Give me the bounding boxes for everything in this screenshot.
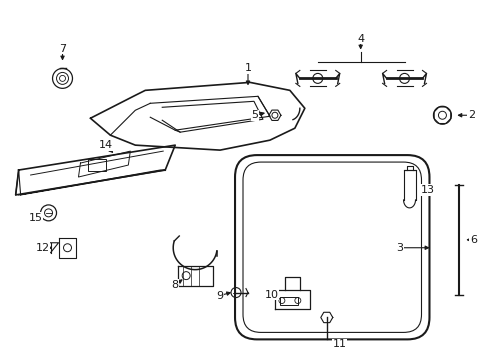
Text: 13: 13 [420, 185, 434, 195]
Text: 2: 2 [467, 110, 474, 120]
Text: 10: 10 [264, 289, 278, 300]
Text: 14: 14 [98, 140, 112, 150]
Text: 15: 15 [28, 213, 42, 223]
Text: 3: 3 [395, 243, 402, 253]
Text: 1: 1 [244, 63, 251, 73]
Text: 6: 6 [469, 235, 476, 245]
Text: 12: 12 [36, 243, 50, 253]
Bar [88, 159, 106, 171]
Text: 8: 8 [171, 280, 179, 289]
Text: 11: 11 [332, 339, 346, 349]
Bar [279, 297, 297, 305]
Text: 4: 4 [356, 33, 364, 44]
Text: 7: 7 [59, 44, 66, 54]
Text: 9: 9 [216, 291, 223, 301]
Text: 5: 5 [251, 110, 258, 120]
